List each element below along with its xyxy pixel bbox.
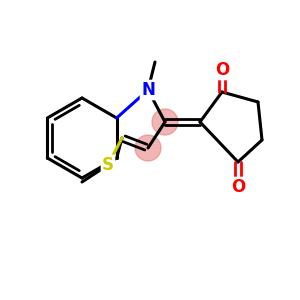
Text: O: O [231, 178, 245, 196]
Text: N: N [141, 81, 155, 99]
Circle shape [152, 109, 178, 135]
Text: S: S [102, 156, 114, 174]
Text: O: O [215, 61, 229, 79]
Circle shape [135, 135, 161, 161]
